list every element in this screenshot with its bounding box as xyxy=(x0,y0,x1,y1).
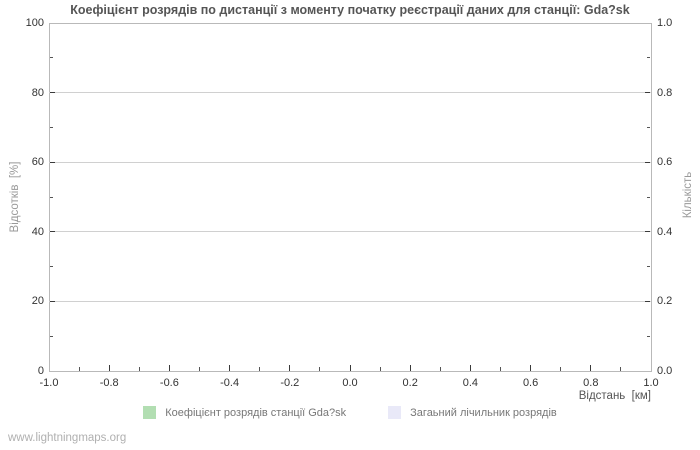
y-tick-mark xyxy=(645,161,650,163)
y-tick-mark xyxy=(645,231,650,233)
y-left-tick-label: 80 xyxy=(31,86,44,99)
legend-swatch xyxy=(388,406,402,419)
x-minor-tick-mark xyxy=(379,367,381,371)
y-left-tick-label: 100 xyxy=(25,17,44,29)
y-minor-tick-mark xyxy=(50,266,53,268)
x-tick-mark xyxy=(469,365,471,371)
x-tick-label: 0.4 xyxy=(462,377,479,389)
y-minor-tick-mark xyxy=(50,196,53,198)
y-tick-mark xyxy=(50,92,55,94)
legend-item: Коефіцієнт розрядів станції Gda?sk xyxy=(143,406,346,419)
x-tick-mark xyxy=(108,365,110,371)
x-tick-label: -0.2 xyxy=(280,377,300,389)
gridline xyxy=(49,231,651,233)
legend-label: Загаьний лічильник розрядів xyxy=(410,406,557,419)
x-tick-label: 0.0 xyxy=(342,377,358,389)
x-tick-mark xyxy=(349,365,351,371)
x-tick-mark xyxy=(409,365,411,371)
y-minor-tick-mark xyxy=(50,126,53,128)
x-minor-tick-mark xyxy=(439,367,441,371)
legend: Коефіцієнт розрядів станції Gda?sk Загаьн… xyxy=(0,406,700,419)
x-tick-label: 0.8 xyxy=(583,377,599,389)
y-minor-tick-mark xyxy=(647,266,650,268)
y-axis-label-right: Кількість xyxy=(682,171,694,219)
y-left-tick-label: 60 xyxy=(31,156,44,169)
y-right-tick-label: 1.0 xyxy=(657,17,673,29)
plot-area xyxy=(49,23,652,372)
gridline xyxy=(49,92,651,94)
y-tick-mark xyxy=(645,92,650,94)
y-right-tick-label: 0.0 xyxy=(657,365,673,377)
x-tick-label: 0.2 xyxy=(402,377,418,389)
y-left-tick-label: 40 xyxy=(31,225,44,238)
y-left-tick-label: 0 xyxy=(37,365,44,377)
x-tick-label: -0.6 xyxy=(159,377,179,389)
x-tick-mark xyxy=(168,365,170,371)
x-minor-tick-mark xyxy=(78,367,80,371)
x-minor-tick-mark xyxy=(620,367,622,371)
x-tick-mark xyxy=(289,365,291,371)
y-minor-tick-mark xyxy=(647,126,650,128)
y-minor-tick-mark xyxy=(50,335,53,337)
legend-label: Коефіцієнт розрядів станції Gda?sk xyxy=(165,406,347,419)
x-tick-mark xyxy=(229,365,231,371)
x-tick-label: -0.8 xyxy=(99,377,119,389)
x-minor-tick-mark xyxy=(560,367,562,371)
watermark-link[interactable]: www.lightningmaps.org xyxy=(8,432,127,444)
gridline xyxy=(49,300,651,302)
y-right-tick-label: 0.8 xyxy=(657,86,673,99)
legend-item: Загаьний лічильник розрядів xyxy=(388,406,557,419)
y-right-tick-label: 0.6 xyxy=(657,156,673,169)
y-right-tick-label: 0.4 xyxy=(657,225,673,238)
y-minor-tick-mark xyxy=(50,57,53,59)
y-left-tick-label: 20 xyxy=(31,295,44,308)
x-tick-label: 0.6 xyxy=(522,377,539,389)
gridline xyxy=(49,161,651,163)
y-tick-mark xyxy=(50,300,55,302)
x-minor-tick-mark xyxy=(319,367,321,371)
chart-title: Коефіцієнт розрядів по дистанції з момен… xyxy=(70,3,630,17)
x-minor-tick-mark xyxy=(199,367,200,371)
y-minor-tick-mark xyxy=(647,196,650,198)
y-tick-mark xyxy=(50,231,55,233)
y-minor-tick-mark xyxy=(647,57,650,59)
x-minor-tick-mark xyxy=(138,367,140,371)
x-tick-mark xyxy=(590,365,592,371)
x-tick-label: -1.0 xyxy=(39,377,59,389)
x-tick-label: -0.4 xyxy=(220,377,240,389)
y-right-tick-label: 0.2 xyxy=(657,295,673,308)
y-tick-mark xyxy=(50,161,55,163)
x-minor-tick-mark xyxy=(259,367,261,371)
x-minor-tick-mark xyxy=(500,367,501,371)
y-axis-label-left: Відсотків [%] xyxy=(9,161,21,233)
x-axis-label: Відстань [км] xyxy=(578,390,651,402)
legend-swatch xyxy=(143,406,157,419)
y-tick-mark xyxy=(645,300,650,302)
y-minor-tick-mark xyxy=(647,335,650,337)
x-tick-label: 1.0 xyxy=(643,377,659,389)
x-tick-mark xyxy=(530,365,532,371)
